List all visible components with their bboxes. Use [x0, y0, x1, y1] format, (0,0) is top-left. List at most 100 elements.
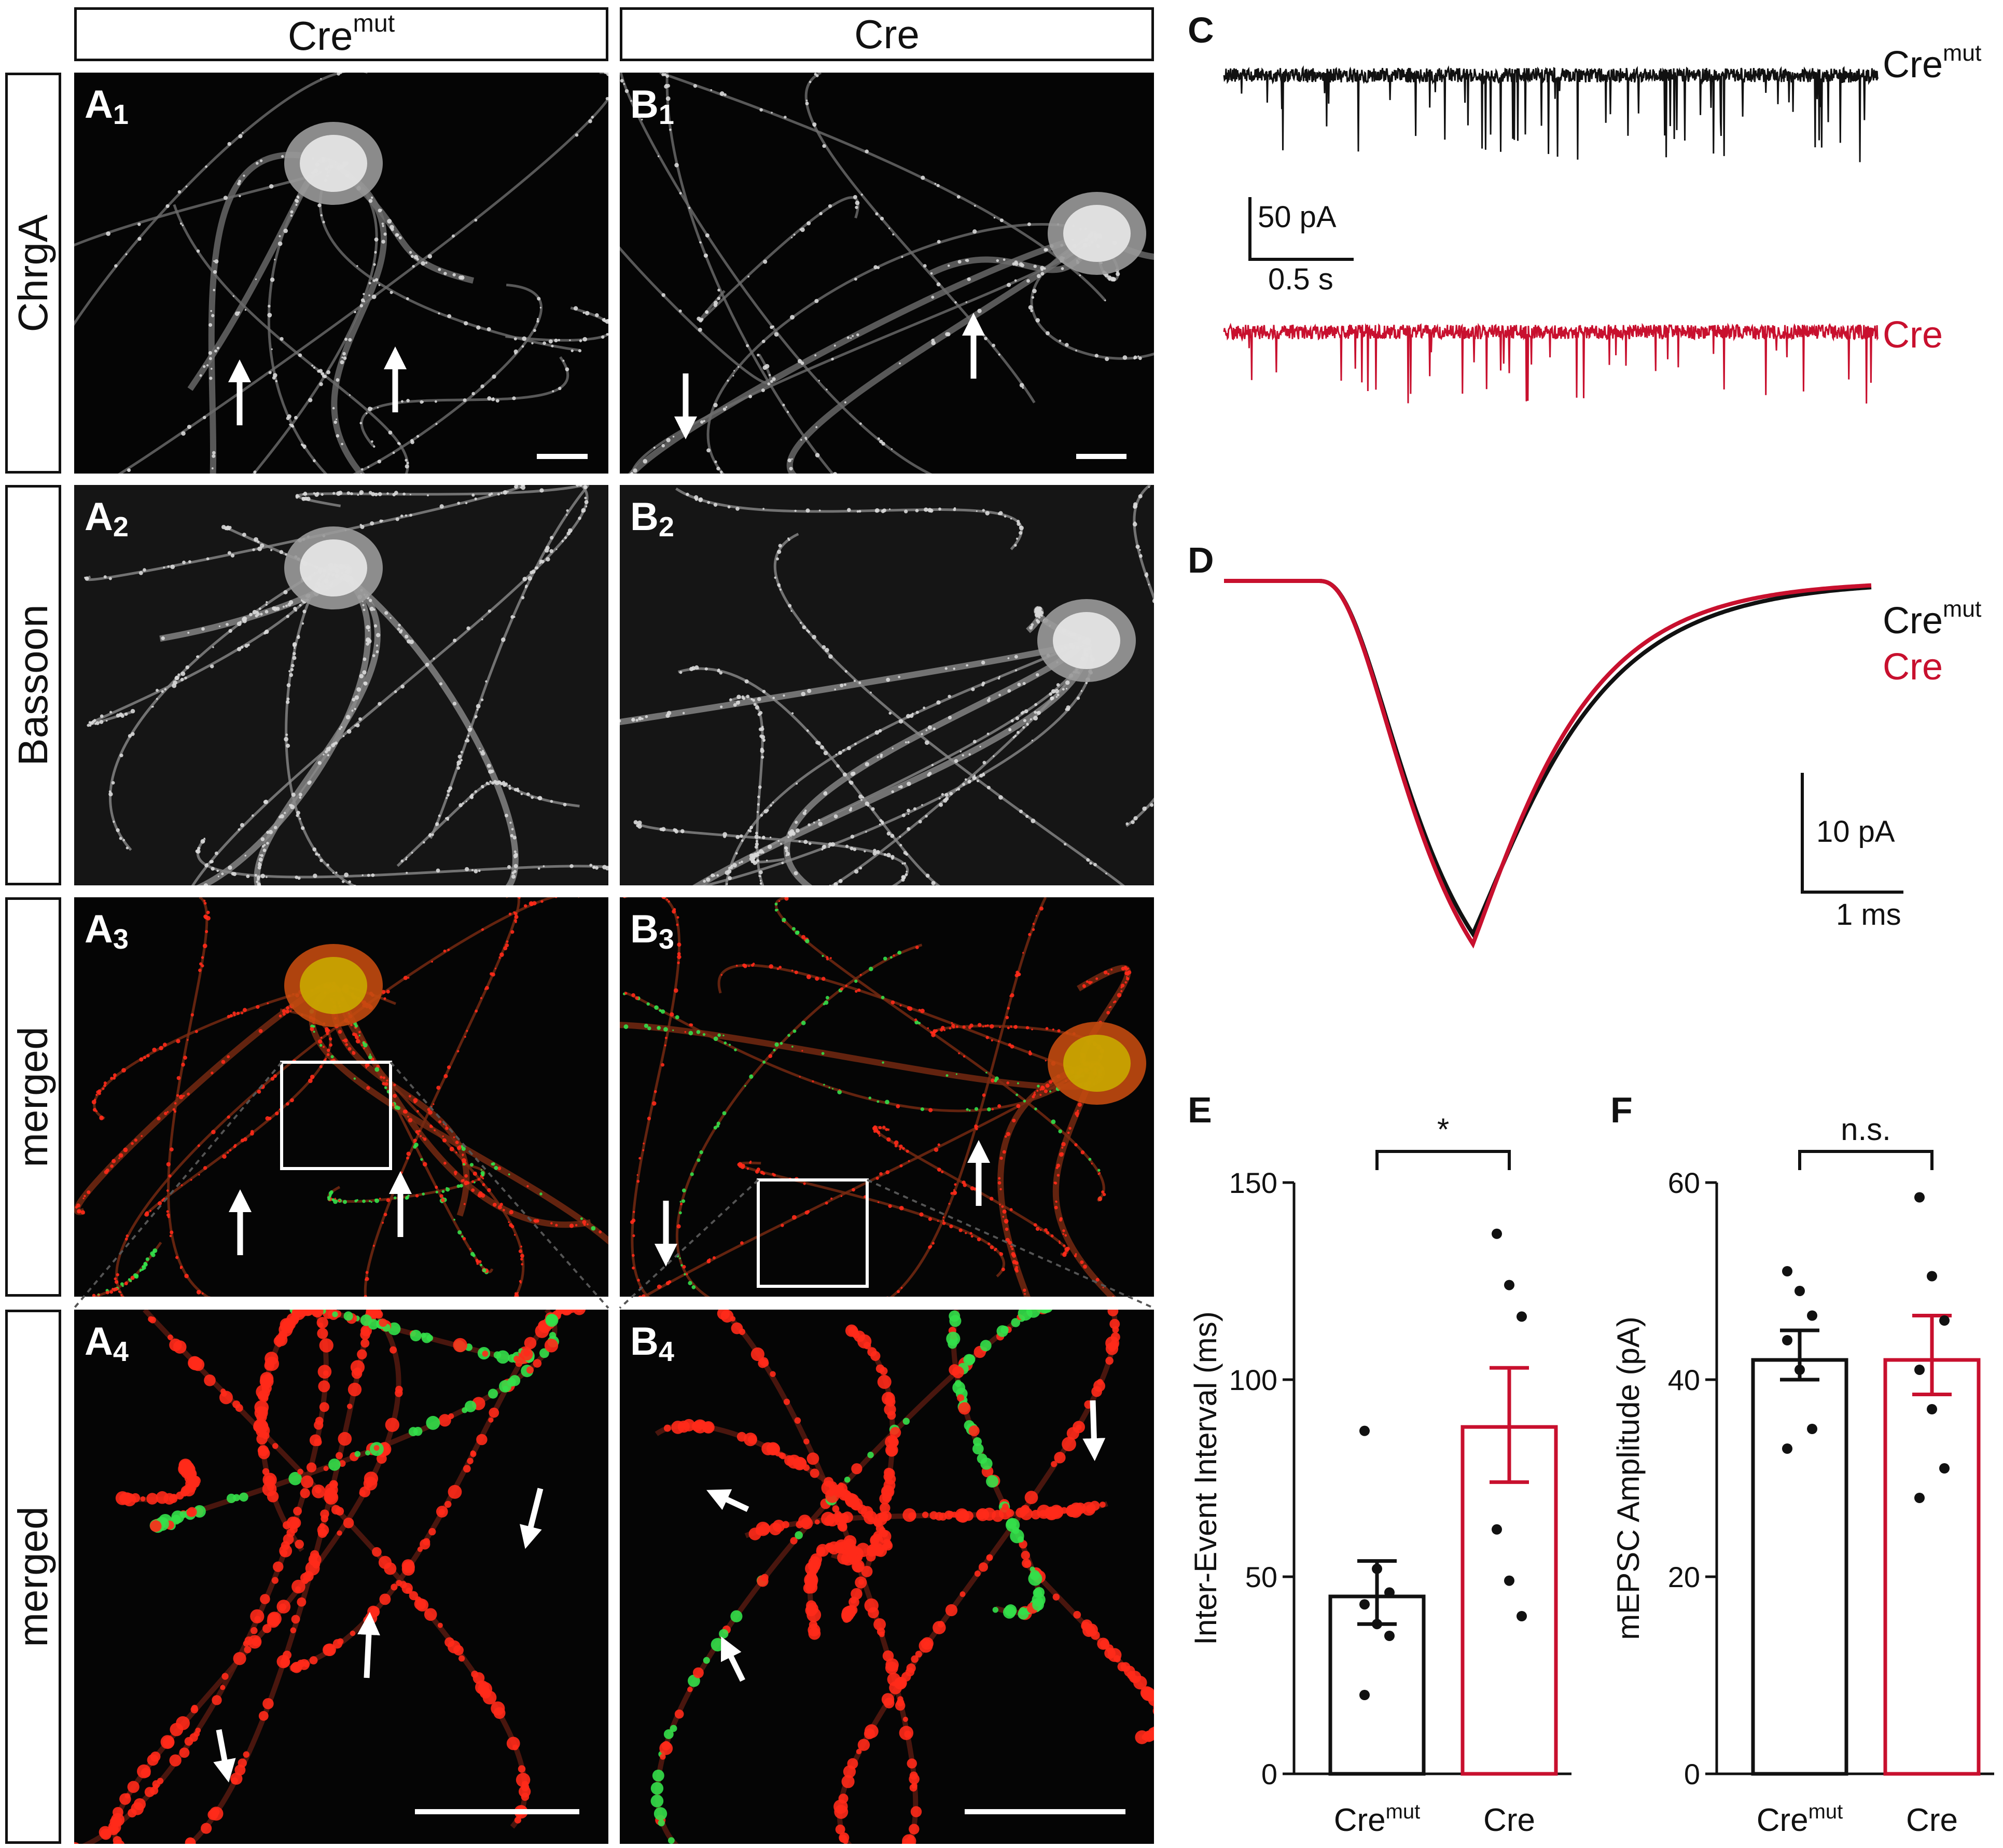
y-tick-label: 60 — [1668, 1166, 1700, 1199]
scalebar-C-x-label: 0.5 s — [1268, 262, 1333, 296]
data-point — [1492, 1524, 1502, 1535]
micrograph-A3: A3 — [74, 897, 608, 1297]
y-tick-label: 20 — [1668, 1561, 1700, 1593]
panel-label-E: E — [1188, 1090, 1212, 1130]
y-axis-label: mEPSC Amplitude (pA) — [1611, 1316, 1646, 1640]
arrow-B4-2 — [1082, 1400, 1106, 1461]
panel-label-C: C — [1188, 10, 1214, 50]
data-point — [1504, 1280, 1514, 1290]
avg-trace-cremut — [1224, 579, 1872, 939]
row-label-chrga: ChrgA — [5, 73, 61, 474]
data-point — [1807, 1310, 1817, 1321]
data-point — [1384, 1631, 1395, 1641]
panel-C-traces — [1223, 65, 1879, 404]
arrow-B4-1 — [706, 1489, 749, 1512]
micrograph-A2: A2 — [74, 485, 608, 885]
bar — [1751, 1358, 1848, 1776]
panel-D-average — [1224, 579, 1903, 949]
panel-label-B1: B1 — [630, 82, 674, 130]
data-point — [1807, 1424, 1817, 1434]
column-header-cre: Cre — [620, 7, 1154, 61]
data-point — [1939, 1315, 1950, 1326]
x-tick-label: Cremut — [1757, 1800, 1843, 1838]
micrograph-B4: B4 — [620, 1310, 1154, 1844]
row-label-merged-4: merged — [5, 1310, 61, 1844]
significance-label: n.s. — [1841, 1112, 1891, 1147]
y-tick-label: 150 — [1229, 1166, 1277, 1199]
y-tick-label: 40 — [1668, 1364, 1700, 1396]
micrograph-B2: B2 — [620, 485, 1154, 885]
column-header-cremut: Cremut — [74, 7, 608, 61]
data-point — [1517, 1311, 1527, 1322]
trace-label-D-cremut: Cremut — [1883, 596, 1982, 642]
data-point — [1914, 1365, 1925, 1375]
chart-E-inter-event-interval: 0 50 100 150 Inter-Event Interval (ms) Cremut… — [1188, 1112, 1571, 1838]
x-tick-label: Cre — [1483, 1802, 1535, 1838]
data-point — [1372, 1563, 1382, 1574]
data-point — [1927, 1271, 1937, 1282]
bar — [1883, 1358, 1981, 1776]
panel-label-A3: A3 — [85, 907, 129, 955]
scalebar-D-x-label: 1 ms — [1836, 898, 1901, 932]
panel-label-A2: A2 — [85, 495, 129, 543]
arrow-A4-3 — [213, 1729, 236, 1783]
panel-label-D: D — [1188, 540, 1214, 580]
trace-label-D-cre: Cre — [1883, 646, 1943, 688]
row-label-bassoon: Bassoon — [5, 485, 61, 885]
row-label-merged-3: merged — [5, 897, 61, 1297]
significance-bracket — [1375, 1150, 1511, 1170]
scalebar-D — [1801, 773, 1903, 894]
data-point — [1927, 1404, 1937, 1414]
data-point — [1359, 1690, 1370, 1700]
micrograph-A4: A4 — [74, 1310, 608, 1844]
y-tick-label: 50 — [1245, 1561, 1277, 1593]
data-point — [1517, 1611, 1527, 1621]
trace-label-C-cre: Cre — [1883, 314, 1943, 356]
panel-label-B2: B2 — [630, 495, 674, 543]
y-tick-label: 100 — [1229, 1364, 1277, 1396]
y-tick-label: 0 — [1261, 1758, 1277, 1790]
data-point — [1359, 1425, 1370, 1436]
arrow-A4-2 — [357, 1612, 380, 1678]
data-point — [1795, 1365, 1805, 1375]
trace-label-C-cremut: Cremut — [1883, 40, 1982, 86]
data-point — [1914, 1493, 1925, 1503]
panel-label-A4: A4 — [85, 1319, 129, 1367]
data-point — [1359, 1599, 1370, 1610]
scalebar-D-y-label: 10 pA — [1816, 815, 1895, 849]
data-point — [1782, 1443, 1792, 1454]
avg-trace-cre — [1224, 579, 1872, 949]
significance-bracket — [1798, 1150, 1934, 1170]
x-tick-label: Cremut — [1334, 1800, 1421, 1838]
data-point — [1492, 1228, 1502, 1239]
column-header-cre-text: Cre — [854, 11, 920, 57]
scalebar-C-y-label: 50 pA — [1258, 200, 1337, 234]
panel-label-B4: B4 — [630, 1319, 674, 1367]
panel-label-B3: B3 — [630, 907, 674, 955]
micrograph-B3: B3 — [620, 897, 1154, 1297]
column-header-cremut-text: Cremut — [287, 9, 395, 59]
y-tick-label: 0 — [1684, 1758, 1700, 1790]
chart-F-mepsc-amplitude: 0 20 40 60 mEPSC Amplitude (pA) Cremut Cre n.s. — [1611, 1112, 1994, 1838]
trace-cre — [1223, 323, 1879, 404]
zoom-box-B3 — [757, 1178, 869, 1288]
micrograph-A1: A1 — [74, 73, 608, 474]
data-point — [1372, 1619, 1382, 1630]
scalebar-C — [1248, 197, 1354, 261]
trace-cremut — [1223, 65, 1879, 162]
data-point — [1939, 1463, 1950, 1474]
micrograph-B1: B1 — [620, 73, 1154, 474]
panel-label-A1: A1 — [85, 82, 129, 130]
data-point — [1782, 1266, 1792, 1276]
zoom-box-A3 — [280, 1061, 392, 1170]
y-axis-label: Inter-Event Interval (ms) — [1188, 1311, 1223, 1645]
data-point — [1504, 1575, 1514, 1586]
data-point — [1384, 1587, 1395, 1598]
significance-label: * — [1437, 1112, 1449, 1147]
data-point — [1782, 1335, 1792, 1345]
arrow-A4-1 — [520, 1488, 544, 1549]
x-tick-label: Cre — [1906, 1802, 1958, 1838]
arrow-B4-3 — [720, 1636, 745, 1682]
panel-label-F: F — [1610, 1090, 1633, 1130]
